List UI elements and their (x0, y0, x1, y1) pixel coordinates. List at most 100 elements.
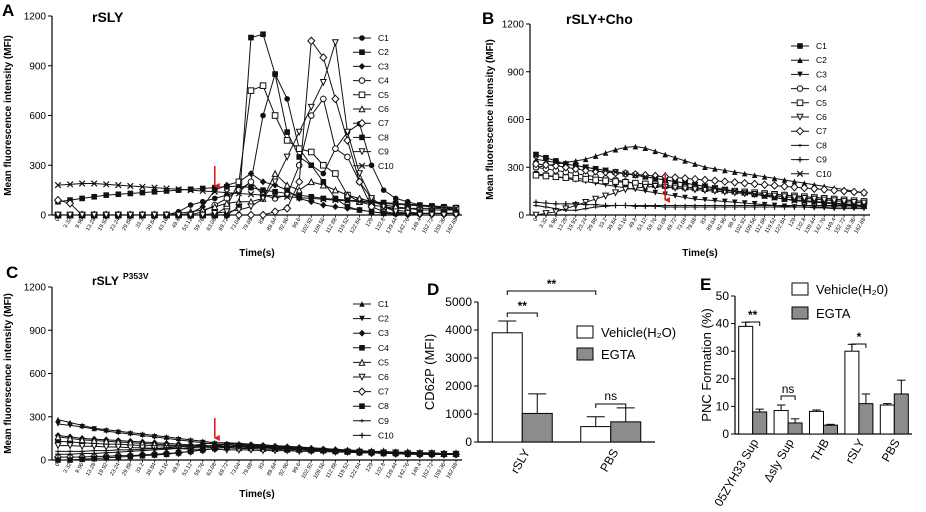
data-point (55, 451, 61, 458)
data-point (368, 208, 375, 215)
data-point (271, 207, 280, 217)
data-point (622, 179, 629, 186)
data-point (631, 184, 640, 192)
series-line (535, 163, 865, 194)
data-point (66, 434, 74, 442)
data-point (103, 428, 110, 434)
data-point (602, 167, 609, 174)
data-point (790, 182, 799, 192)
data-point (622, 170, 629, 177)
data-point (672, 193, 678, 199)
x-tick-label: 0 (532, 217, 539, 223)
x-tick-label: 99.6 (727, 217, 738, 229)
x-tick-label: 129 (788, 217, 798, 228)
data-point (801, 180, 808, 186)
category-label: rSLY (842, 437, 867, 466)
legend-marker (359, 35, 365, 41)
data-point (533, 199, 539, 206)
data-point (260, 187, 266, 193)
data-point (572, 162, 579, 169)
data-point (54, 442, 62, 450)
y-tick-label: 0 (722, 427, 729, 441)
data-point (800, 183, 809, 193)
legend-label: EGTA (601, 347, 636, 362)
bar-egta (521, 412, 553, 443)
data-point (392, 449, 399, 456)
data-point (572, 158, 579, 164)
data-point (248, 184, 254, 191)
data-point (801, 204, 808, 210)
data-point (343, 191, 352, 199)
x-tick-label: 122.84 (349, 462, 363, 480)
series-line (57, 182, 457, 209)
legend-marker (797, 156, 803, 163)
data-point (78, 211, 86, 219)
data-point (332, 170, 339, 177)
data-point (67, 422, 73, 429)
data-point (139, 183, 146, 191)
data-point (320, 161, 327, 169)
series-c7 (531, 159, 869, 198)
data-point (296, 444, 303, 451)
x-axis-label: Time(s) (239, 489, 274, 500)
bar-egta (787, 422, 803, 435)
x-tick-label: 162.68 (445, 462, 459, 480)
data-point (103, 449, 110, 456)
legend-label: C7 (816, 126, 827, 136)
significance-label: ** (518, 299, 528, 313)
data-point (533, 151, 539, 158)
data-point (332, 447, 339, 453)
data-point (761, 192, 768, 200)
legend-marker (358, 358, 366, 366)
data-point (367, 195, 376, 203)
y-tick-label: 300 (29, 412, 46, 423)
data-point (612, 168, 619, 176)
data-point (582, 164, 589, 171)
series-c10 (54, 180, 460, 212)
data-point (103, 192, 110, 198)
legend-label: C9 (378, 416, 389, 426)
data-point (234, 210, 243, 220)
data-point (272, 443, 278, 450)
data-point (320, 179, 327, 185)
data-point (453, 451, 459, 458)
data-point (404, 201, 411, 209)
legend-marker (796, 99, 804, 107)
data-point (91, 455, 97, 462)
data-point (102, 443, 110, 451)
data-point (563, 201, 569, 207)
x-tick-label: 3.32 (63, 462, 74, 474)
data-point (283, 153, 291, 161)
data-point (731, 169, 738, 175)
data-point (187, 448, 194, 455)
data-point (780, 182, 789, 191)
legend-label: C9 (378, 147, 389, 157)
significance-bracket (506, 290, 597, 295)
series-line (58, 443, 456, 455)
data-point (79, 195, 85, 202)
data-point (368, 449, 375, 455)
legend-label: C10 (378, 161, 394, 171)
data-point (840, 201, 848, 208)
legend-label: C6 (816, 112, 827, 122)
y-axis-label: PNC Formation (%) (699, 308, 714, 421)
legend-label: C10 (816, 169, 832, 179)
data-point (66, 211, 74, 219)
data-point (850, 202, 858, 209)
data-point (440, 204, 448, 211)
data-point (91, 193, 97, 200)
data-point (90, 180, 98, 187)
legend-label: C9 (816, 155, 827, 165)
data-point (308, 195, 315, 202)
data-point (553, 201, 559, 207)
data-point (831, 204, 837, 210)
data-point (308, 162, 315, 169)
category-label: 05ZYH33 Sup (711, 436, 761, 509)
data-point (295, 128, 303, 137)
data-point (582, 175, 589, 183)
data-point (740, 178, 749, 188)
data-point (308, 193, 315, 200)
x-tick-label: 99.6 (292, 217, 303, 229)
x-tick-label: 132.8 (375, 462, 387, 477)
